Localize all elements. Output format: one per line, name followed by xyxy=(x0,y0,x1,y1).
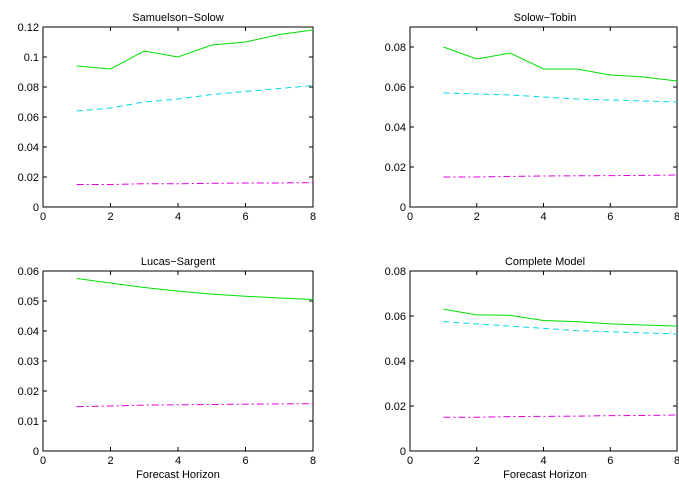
x-tick-label: 6 xyxy=(607,455,613,467)
x-tick-label: 4 xyxy=(540,455,546,467)
y-tick-label: 0.02 xyxy=(18,172,39,184)
y-tick-label: 0.08 xyxy=(385,42,406,54)
y-tick-label: 0 xyxy=(33,446,39,458)
x-tick-label: 4 xyxy=(540,211,546,223)
x-axis-label: Forecast Horizon xyxy=(503,469,587,481)
y-tick-label: 0.02 xyxy=(385,162,406,174)
x-tick-label: 8 xyxy=(674,211,679,223)
x-tick-label: 4 xyxy=(175,455,181,467)
y-tick-label: 0.01 xyxy=(18,416,39,428)
x-tick-label: 2 xyxy=(107,455,113,467)
y-tick-label: 0 xyxy=(400,446,406,458)
y-tick-label: 0.04 xyxy=(385,356,406,368)
series-line xyxy=(443,414,678,418)
plot-area xyxy=(409,270,678,452)
y-tick-label: 0.1 xyxy=(24,52,39,64)
x-tick-label: 0 xyxy=(407,455,413,467)
series-line xyxy=(76,29,314,70)
subplot-title: Complete Model xyxy=(505,256,585,268)
subplot-title: Lucas−Sargent xyxy=(141,256,215,268)
y-tick-label: 0 xyxy=(33,202,39,214)
series-line xyxy=(76,403,314,408)
y-tick-label: 0.06 xyxy=(385,311,406,323)
plot-area xyxy=(42,26,314,208)
y-tick-label: 0.02 xyxy=(385,401,406,413)
x-tick-label: 8 xyxy=(310,455,316,467)
x-tick-label: 0 xyxy=(407,211,413,223)
x-tick-label: 6 xyxy=(607,211,613,223)
subplot-title: Samuelson−Solow xyxy=(132,12,223,24)
y-tick-label: 0.04 xyxy=(385,122,406,134)
subplot-title: Solow−Tobin xyxy=(514,12,577,24)
x-axis-label: Forecast Horizon xyxy=(136,469,220,481)
y-tick-label: 0.04 xyxy=(18,142,39,154)
x-tick-label: 8 xyxy=(310,211,316,223)
y-tick-label: 0.12 xyxy=(18,22,39,34)
plot-area xyxy=(409,26,678,208)
y-tick-label: 0.06 xyxy=(18,266,39,278)
y-tick-label: 0.05 xyxy=(18,296,39,308)
y-tick-label: 0.08 xyxy=(385,266,406,278)
x-tick-label: 2 xyxy=(474,455,480,467)
series-line xyxy=(443,308,678,327)
x-tick-label: 0 xyxy=(40,211,46,223)
x-tick-label: 2 xyxy=(107,211,113,223)
x-tick-label: 8 xyxy=(674,455,679,467)
y-tick-label: 0.04 xyxy=(18,326,39,338)
y-tick-label: 0.02 xyxy=(18,386,39,398)
series-line xyxy=(76,278,314,300)
x-tick-label: 6 xyxy=(242,455,248,467)
y-tick-label: 0 xyxy=(400,202,406,214)
y-tick-label: 0.06 xyxy=(18,112,39,124)
series-line xyxy=(443,174,678,178)
series-line xyxy=(443,92,678,103)
x-tick-label: 0 xyxy=(40,455,46,467)
x-tick-label: 4 xyxy=(175,211,181,223)
x-tick-label: 6 xyxy=(242,211,248,223)
series-line xyxy=(443,321,678,335)
series-line xyxy=(443,46,678,82)
y-tick-label: 0.08 xyxy=(18,82,39,94)
y-tick-label: 0.03 xyxy=(18,356,39,368)
y-tick-label: 0.06 xyxy=(385,82,406,94)
series-line xyxy=(76,182,314,185)
x-tick-label: 2 xyxy=(474,211,480,223)
